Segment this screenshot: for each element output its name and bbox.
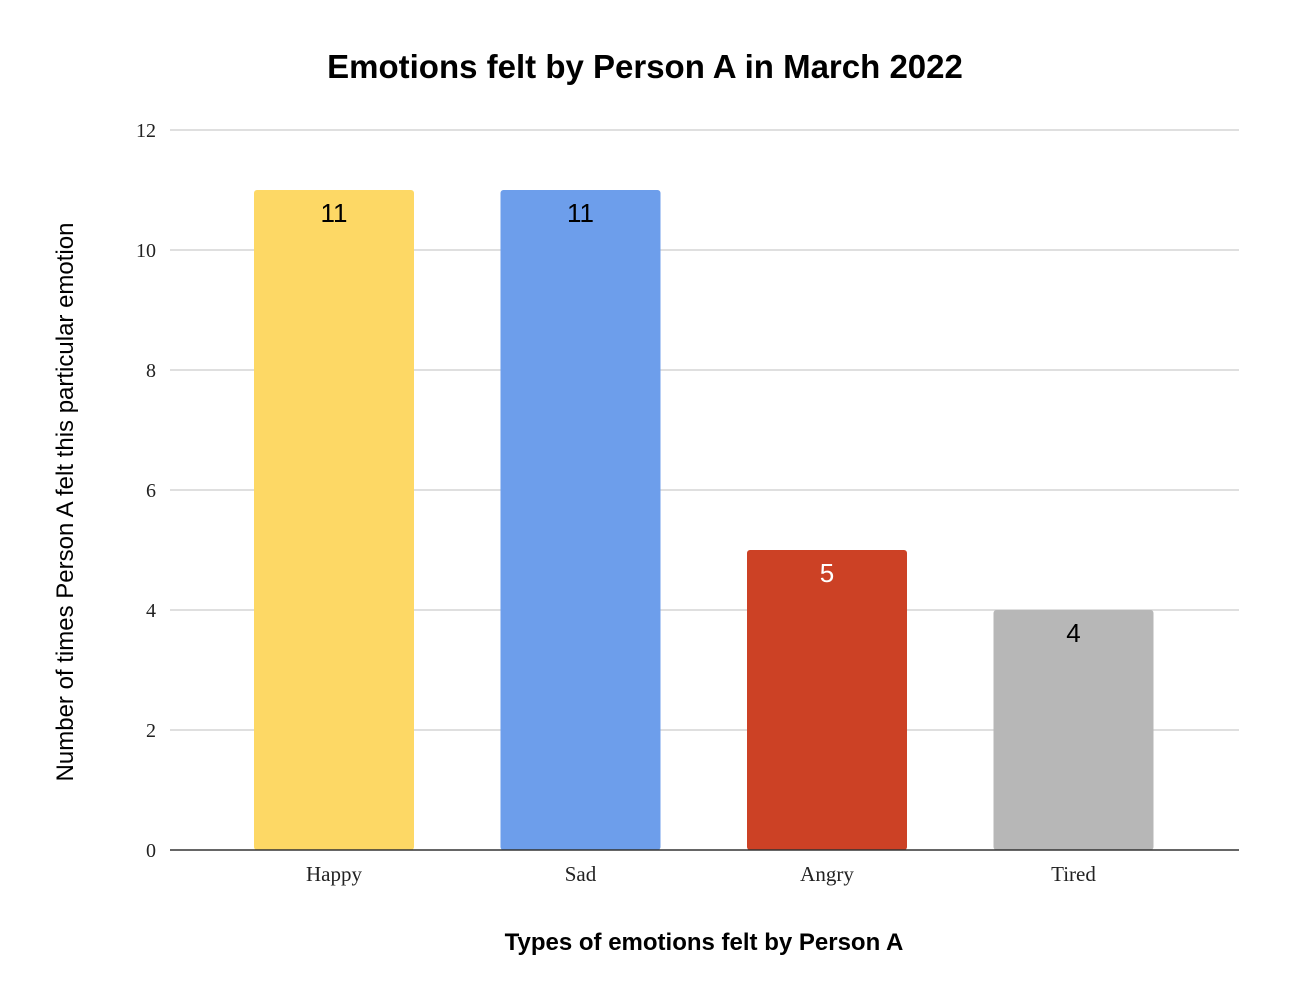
data-label-tired: 4 [1066, 618, 1080, 648]
x-tick-label-tired: Tired [1051, 862, 1096, 886]
bar-sad [500, 190, 661, 850]
chart-title: Emotions felt by Person A in March 2022 [327, 48, 963, 85]
x-axis-title: Types of emotions felt by Person A [505, 929, 904, 956]
x-tick-label-sad: Sad [565, 862, 597, 886]
y-axis-ticks: 0 2 4 6 8 10 12 [136, 120, 156, 862]
x-axis-category-labels: Happy Sad Angry Tired [306, 862, 1096, 886]
bar-tired [993, 610, 1154, 850]
y-tick-label: 2 [146, 720, 156, 742]
x-tick-label-happy: Happy [306, 862, 362, 886]
y-tick-label: 4 [146, 600, 156, 622]
data-label-sad: 11 [567, 198, 594, 228]
bar-angry [747, 550, 907, 850]
data-label-angry: 5 [820, 558, 834, 588]
y-tick-label: 12 [136, 120, 156, 142]
data-labels: 11 11 5 4 [321, 198, 1081, 648]
data-label-happy: 11 [321, 198, 348, 228]
y-tick-label: 0 [146, 840, 156, 862]
bar-happy [254, 190, 414, 850]
bars [254, 190, 1154, 850]
y-axis-title: Number of times Person A felt this parti… [52, 223, 79, 782]
y-tick-label: 8 [146, 360, 156, 382]
x-tick-label-angry: Angry [800, 862, 854, 886]
y-tick-label: 6 [146, 480, 156, 502]
y-tick-label: 10 [136, 240, 156, 262]
